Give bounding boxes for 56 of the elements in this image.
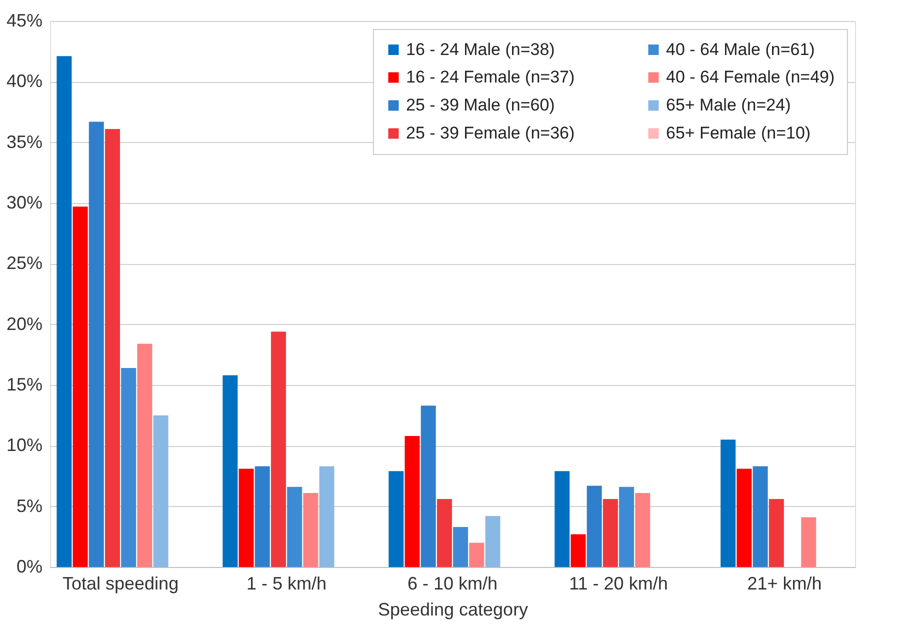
x-axis-title: Speeding category	[378, 600, 528, 620]
bar	[635, 492, 650, 567]
bar	[469, 542, 484, 567]
bar	[619, 486, 634, 567]
y-tick-label: 40%	[6, 71, 42, 92]
legend-label: 65+ Female (n=10)	[666, 124, 811, 142]
bar	[720, 440, 736, 567]
bar	[736, 468, 752, 567]
y-tick-label: 0%	[16, 556, 42, 576]
bar	[752, 466, 768, 567]
legend-label: 25 - 39 Female (n=36)	[406, 124, 575, 142]
bar	[88, 122, 104, 567]
bar	[801, 517, 816, 567]
y-tick-label: 10%	[6, 435, 42, 456]
x-tick-label: 21+ km/h	[747, 574, 822, 594]
legend-label: 65+ Male (n=24)	[666, 96, 791, 114]
bar	[319, 466, 334, 567]
legend-label: 25 - 39 Male (n=60)	[406, 96, 555, 114]
y-tick-label: 5%	[16, 496, 42, 516]
bar	[254, 466, 270, 567]
bar	[586, 486, 602, 567]
bar	[570, 534, 586, 567]
y-tick-label: 35%	[6, 132, 42, 152]
legend-label: 16 - 24 Male (n=38)	[406, 40, 555, 59]
bar	[420, 406, 436, 567]
x-tick-label: 6 - 10 km/h	[407, 574, 498, 594]
bar	[388, 471, 404, 567]
legend-label: 40 - 64 Female (n=49)	[666, 68, 835, 86]
bar	[453, 526, 468, 567]
legend-label: 16 - 24 Female (n=37)	[406, 68, 575, 86]
bar	[303, 492, 318, 567]
bar	[137, 344, 152, 567]
y-tick-label: 45%	[6, 10, 42, 30]
y-tick-label: 15%	[6, 374, 42, 394]
bar	[72, 206, 88, 567]
bar	[121, 368, 136, 567]
bar	[768, 499, 784, 567]
y-tick-label: 20%	[6, 314, 42, 334]
y-tick-label: 25%	[6, 253, 42, 274]
bar	[554, 471, 570, 567]
bar	[485, 516, 500, 567]
x-tick-label: Total speeding	[62, 574, 179, 594]
bar	[436, 499, 452, 567]
x-tick-label: 1 - 5 km/h	[246, 574, 327, 594]
y-tick-label: 30%	[6, 192, 42, 212]
bar	[104, 128, 120, 567]
x-tick-label: 11 - 20 km/h	[569, 574, 668, 594]
bar	[602, 499, 618, 567]
bar	[404, 436, 420, 567]
bar	[56, 56, 72, 567]
legend-label: 40 - 64 Male (n=61)	[666, 40, 815, 59]
bar	[238, 468, 254, 567]
bar	[153, 415, 168, 567]
bar	[270, 332, 286, 567]
bar	[222, 375, 238, 567]
bar	[287, 486, 302, 567]
